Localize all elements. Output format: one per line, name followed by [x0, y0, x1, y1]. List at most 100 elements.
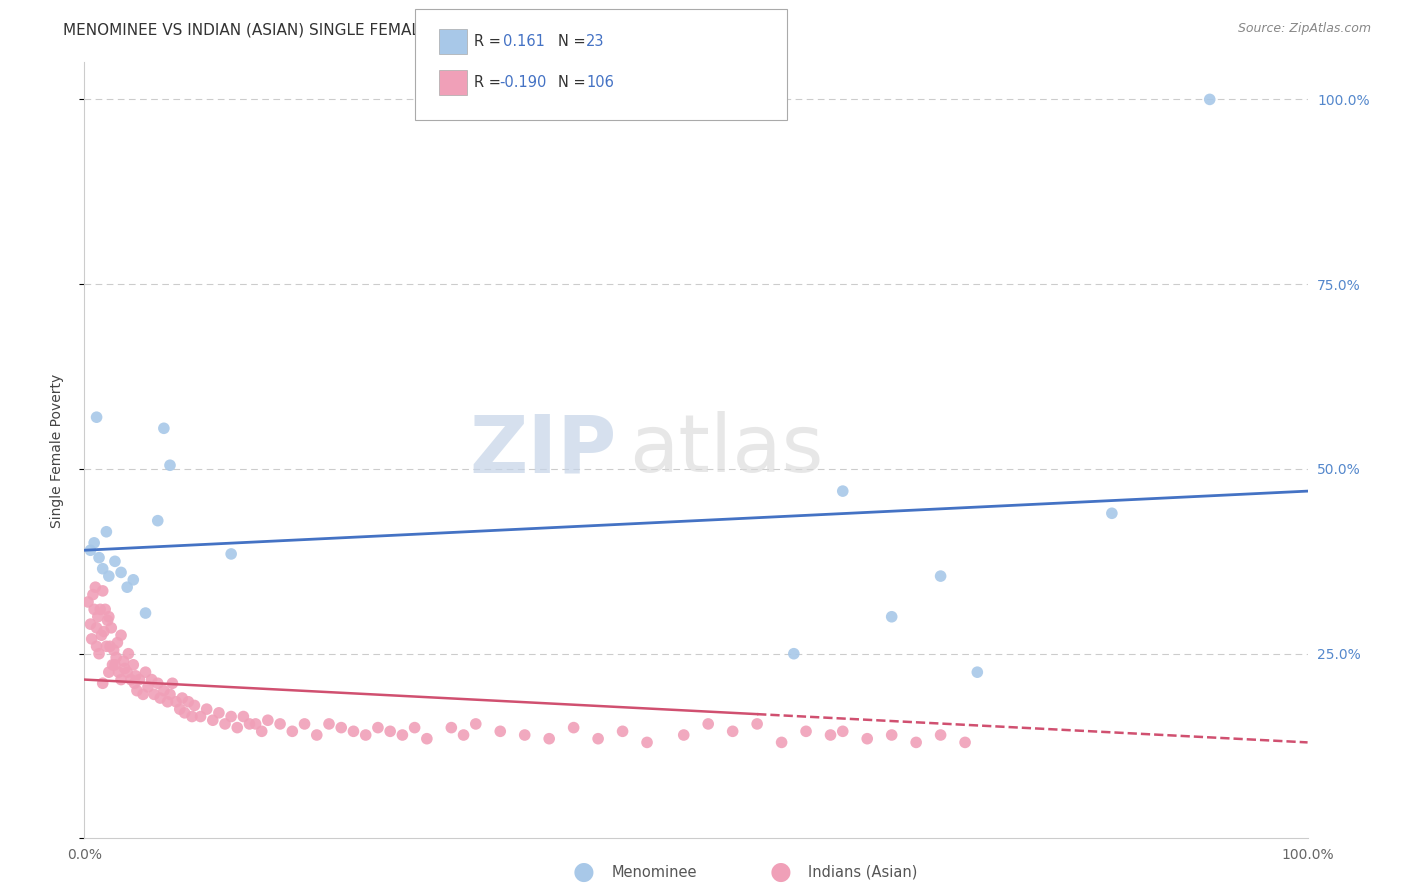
Point: [831, 724, 853, 739]
Point: [464, 717, 486, 731]
Point: [97, 665, 120, 680]
Point: [1198, 92, 1220, 106]
Point: [105, 650, 128, 665]
Point: [770, 735, 793, 749]
Point: [794, 724, 817, 739]
Text: N =: N =: [558, 76, 586, 90]
Point: [146, 676, 169, 690]
Text: R =: R =: [474, 34, 501, 48]
Point: [226, 721, 249, 735]
Point: [86, 621, 108, 635]
Point: [214, 717, 236, 731]
Point: [90, 628, 112, 642]
Text: 106: 106: [586, 76, 614, 90]
Point: [172, 691, 194, 706]
Point: [117, 647, 139, 661]
Point: [136, 680, 159, 694]
Point: [880, 728, 903, 742]
Point: [250, 724, 273, 739]
Point: [87, 550, 110, 565]
Point: [318, 717, 340, 731]
Point: [146, 514, 169, 528]
Point: [380, 724, 402, 739]
Point: [84, 580, 107, 594]
Point: [281, 724, 304, 739]
Point: [114, 661, 136, 675]
Point: [330, 721, 353, 735]
Point: [156, 695, 179, 709]
Point: [96, 524, 118, 539]
Point: [195, 702, 218, 716]
Text: MENOMINEE VS INDIAN (ASIAN) SINGLE FEMALE POVERTY CORRELATION CHART: MENOMINEE VS INDIAN (ASIAN) SINGLE FEMAL…: [63, 22, 673, 37]
Point: [125, 669, 148, 683]
Point: [612, 724, 634, 739]
Point: [354, 728, 377, 742]
Point: [586, 731, 609, 746]
Point: [538, 731, 561, 746]
Point: [87, 647, 110, 661]
Point: [905, 735, 928, 749]
Point: [93, 624, 115, 639]
Point: [697, 717, 720, 731]
Point: [96, 640, 118, 654]
Point: [416, 731, 439, 746]
Point: [721, 724, 744, 739]
Point: [91, 562, 114, 576]
Point: [77, 595, 100, 609]
Point: [966, 665, 988, 680]
Text: N =: N =: [558, 34, 586, 48]
Point: [110, 628, 132, 642]
Point: [257, 713, 280, 727]
Text: 0.161: 0.161: [503, 34, 546, 48]
Point: [97, 614, 120, 628]
Point: [489, 724, 512, 739]
Point: [135, 606, 157, 620]
Point: [104, 657, 127, 672]
Point: [103, 643, 125, 657]
Point: [636, 735, 658, 749]
Text: ●: ●: [769, 861, 792, 884]
Point: [440, 721, 463, 735]
Point: [201, 713, 224, 727]
Point: [169, 702, 191, 716]
Text: ●: ●: [572, 861, 595, 884]
Point: [453, 728, 475, 742]
Point: [219, 709, 242, 723]
Point: [132, 687, 155, 701]
Point: [820, 728, 842, 742]
Point: [79, 617, 101, 632]
Point: [783, 647, 806, 661]
Point: [153, 683, 176, 698]
Point: [122, 573, 145, 587]
Text: Source: ZipAtlas.com: Source: ZipAtlas.com: [1237, 22, 1371, 36]
Point: [953, 735, 976, 749]
Point: [238, 717, 260, 731]
Point: [513, 728, 536, 742]
Point: [173, 706, 195, 720]
Point: [97, 609, 120, 624]
Point: [124, 676, 146, 690]
Point: [105, 635, 128, 649]
Text: Menominee: Menominee: [612, 865, 697, 880]
Point: [149, 691, 172, 706]
Point: [86, 410, 108, 425]
Point: [305, 728, 328, 742]
Point: [1101, 506, 1123, 520]
Point: [245, 717, 267, 731]
Point: [98, 640, 121, 654]
Point: [391, 728, 413, 742]
Point: [115, 580, 138, 594]
Point: [856, 731, 879, 746]
Point: [89, 602, 111, 616]
Y-axis label: Single Female Poverty: Single Female Poverty: [49, 374, 63, 527]
Point: [97, 569, 120, 583]
Point: [747, 717, 769, 731]
Point: [183, 698, 205, 713]
Point: [120, 673, 142, 687]
Point: [128, 673, 150, 687]
Point: [112, 654, 135, 668]
Text: 23: 23: [586, 34, 605, 48]
Text: -0.190: -0.190: [499, 76, 547, 90]
Point: [929, 728, 952, 742]
Point: [83, 602, 105, 616]
